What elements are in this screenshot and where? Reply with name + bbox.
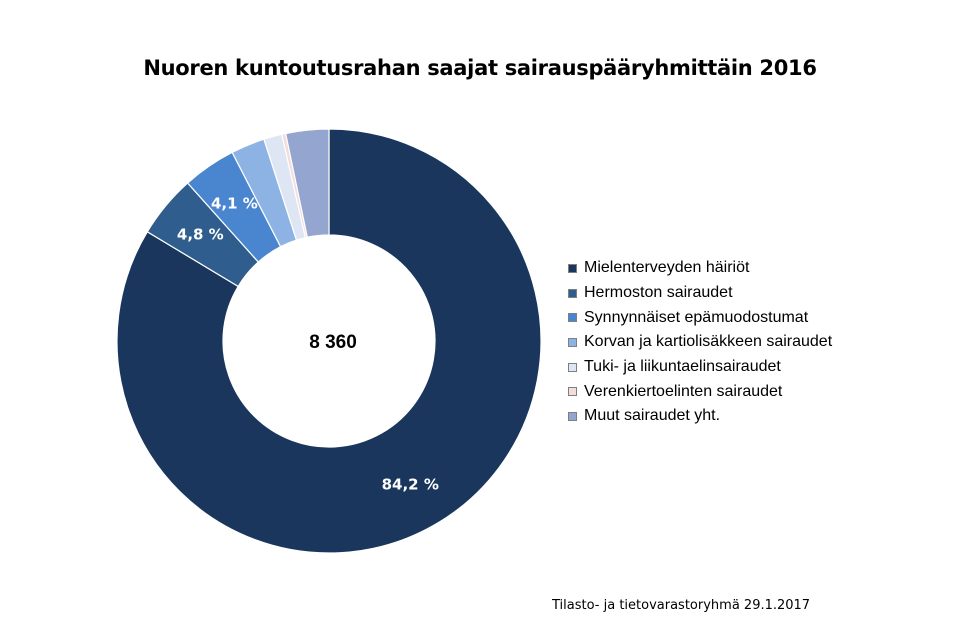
legend-item: Verenkiertoelinten sairaudet <box>568 379 832 404</box>
legend-label: Hermoston sairaudet <box>584 284 733 302</box>
legend-item: Tuki- ja liikuntaelinsairaudet <box>568 355 832 380</box>
legend-label: Tuki- ja liikuntaelinsairaudet <box>584 358 781 376</box>
legend-label: Mielenterveyden häiriöt <box>584 259 750 277</box>
legend-item: Korvan ja kartiolisäkkeen sairaudet <box>568 330 832 355</box>
donut-slice <box>284 128 330 238</box>
legend-item: Hermoston sairaudet <box>568 281 832 306</box>
legend-swatch <box>568 337 577 347</box>
legend-label: Synnynnäiset epämuodostumat <box>584 308 809 326</box>
center-total-label: 8 360 <box>309 332 357 353</box>
legend-swatch <box>568 387 577 397</box>
legend-swatch <box>568 411 577 421</box>
legend-item: Synnynnäiset epämuodostumat <box>568 305 832 330</box>
chart-title: Nuoren kuntoutusrahan saajat sairauspäär… <box>143 56 817 80</box>
legend-swatch <box>568 362 577 372</box>
legend-item: Mielenterveyden häiriöt <box>568 256 832 281</box>
slice-data-label: 84,2 % <box>382 476 439 494</box>
legend-item: Muut sairaudet yht. <box>568 404 832 429</box>
legend-label: Korvan ja kartiolisäkkeen sairaudet <box>584 333 833 351</box>
legend-swatch <box>568 263 577 273</box>
legend-label: Verenkiertoelinten sairaudet <box>584 382 783 400</box>
donut-slice <box>116 128 542 554</box>
legend-label: Muut sairaudet yht. <box>584 407 721 425</box>
legend-swatch <box>568 313 577 323</box>
chart-legend: Mielenterveyden häiriöt Hermoston sairaud… <box>568 256 832 429</box>
slice-data-label: 4,8 % <box>177 226 224 244</box>
legend-swatch <box>568 288 577 298</box>
source-footer: Tilasto- ja tietovarastoryhmä 29.1.2017 <box>552 598 811 613</box>
slice-data-label: 4,1 % <box>211 194 258 212</box>
